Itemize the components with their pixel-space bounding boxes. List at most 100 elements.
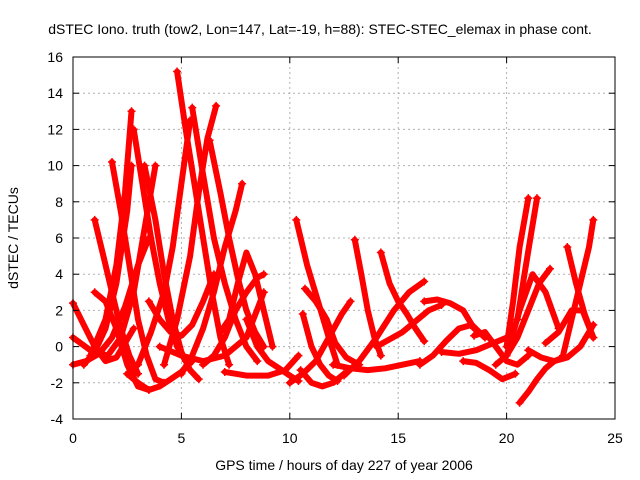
series-31 [351, 236, 384, 359]
series-31-end-marker [376, 351, 385, 360]
series-46 [560, 216, 597, 359]
series-31-start-marker [350, 235, 359, 244]
series-23 [221, 352, 302, 379]
series-30-end-marker [420, 277, 429, 286]
series-25 [286, 298, 354, 386]
series-7-start-marker [108, 157, 117, 166]
series-40-start-marker [515, 398, 524, 407]
series-26 [302, 285, 363, 368]
data-series [69, 67, 598, 407]
x-tick-label: 20 [499, 430, 515, 446]
series-37 [460, 358, 519, 383]
series-44 [525, 321, 597, 365]
series-32-start-marker [376, 248, 385, 257]
series-40 [516, 354, 566, 406]
series-28-start-marker [298, 310, 307, 319]
series-13-start-marker [144, 297, 153, 306]
series-36-start-marker [437, 348, 446, 357]
series-22 [243, 316, 302, 384]
series-26-start-marker [300, 284, 309, 293]
series-5 [87, 108, 135, 359]
series-42-end-marker [532, 194, 541, 203]
series-3-end-marker [151, 161, 160, 170]
y-tick-label: 10 [47, 158, 63, 174]
series-12 [135, 117, 194, 368]
series-15 [161, 102, 220, 368]
y-tick-label: 6 [55, 230, 63, 246]
series-16-start-marker [188, 103, 197, 112]
y-axis-label: dSTEC / TECUs [5, 187, 21, 289]
series-37-start-marker [459, 357, 468, 366]
series-38-start-marker [470, 331, 479, 340]
y-tick-label: -2 [51, 375, 64, 391]
series-24-start-marker [292, 215, 301, 224]
series-46-start-marker [558, 351, 567, 360]
series-14-start-marker [173, 67, 182, 76]
x-tick-label: 5 [178, 430, 186, 446]
y-tick-label: 4 [55, 266, 63, 282]
series-7 [109, 159, 168, 386]
series-17-end-marker [259, 342, 268, 351]
x-tick-label: 15 [390, 430, 406, 446]
series-6 [91, 216, 141, 377]
tick-marks [72, 56, 616, 420]
series-14-end-marker [225, 360, 234, 369]
series-18-start-marker [177, 369, 186, 378]
series-35-end-marker [470, 324, 479, 333]
y-tick-label: 8 [55, 194, 63, 210]
series-1-end-marker [129, 324, 138, 333]
y-tick-label: 0 [55, 339, 63, 355]
series-15-start-marker [160, 360, 169, 369]
series-41 [503, 195, 532, 350]
series-9 [130, 126, 189, 365]
series-37-end-marker [511, 369, 520, 378]
series-13 [145, 271, 217, 339]
series-35 [421, 296, 478, 332]
y-tick-label: 16 [47, 49, 63, 65]
series-24 [293, 216, 341, 368]
series-47-start-marker [541, 338, 550, 347]
series-47-end-marker [589, 333, 598, 342]
series-23-start-marker [220, 367, 229, 376]
series-22-start-marker [242, 315, 251, 324]
series-30 [341, 278, 428, 379]
series-32 [377, 249, 428, 345]
series-10-start-marker [90, 288, 99, 297]
series-15-end-marker [212, 101, 221, 110]
x-tick-label: 0 [69, 430, 77, 446]
series-5-end-marker [127, 107, 136, 116]
series-23-end-marker [294, 351, 303, 360]
series-8-end-marker [194, 375, 203, 384]
series-32-end-marker [420, 337, 429, 346]
x-tick-labels: 0 5 10 15 20 25 [69, 430, 623, 446]
series-33-start-marker [372, 342, 381, 351]
series-27-start-marker [296, 366, 305, 375]
series-25-start-marker [285, 378, 294, 387]
series-36 [438, 334, 510, 357]
series-14 [174, 68, 233, 368]
series-6-start-marker [90, 215, 99, 224]
series-21-start-marker [216, 328, 225, 337]
series-17-start-marker [205, 136, 214, 145]
series-28-end-marker [333, 376, 342, 385]
series-41-end-marker [524, 194, 533, 203]
series-11-start-marker [123, 369, 132, 378]
series-4-start-marker [79, 360, 88, 369]
series-38 [471, 329, 532, 368]
series-39-end-marker [545, 264, 554, 273]
x-axis-label: GPS time / hours of day 227 of year 2006 [215, 457, 473, 473]
series-16 [189, 104, 261, 365]
series-46-end-marker [589, 215, 598, 224]
series-35-start-marker [420, 297, 429, 306]
series-29 [330, 358, 423, 374]
series-8 [141, 162, 202, 383]
y-tick-label: 14 [47, 85, 63, 101]
series-43-start-marker [502, 351, 511, 360]
chart-title: dSTEC Iono. truth (tow2, Lon=147, Lat=-1… [48, 21, 592, 37]
series-47 [542, 307, 597, 346]
series-9-start-marker [129, 125, 138, 134]
series-16-end-marker [253, 357, 262, 366]
series-21-end-marker [268, 342, 277, 351]
series-21 [217, 249, 276, 350]
